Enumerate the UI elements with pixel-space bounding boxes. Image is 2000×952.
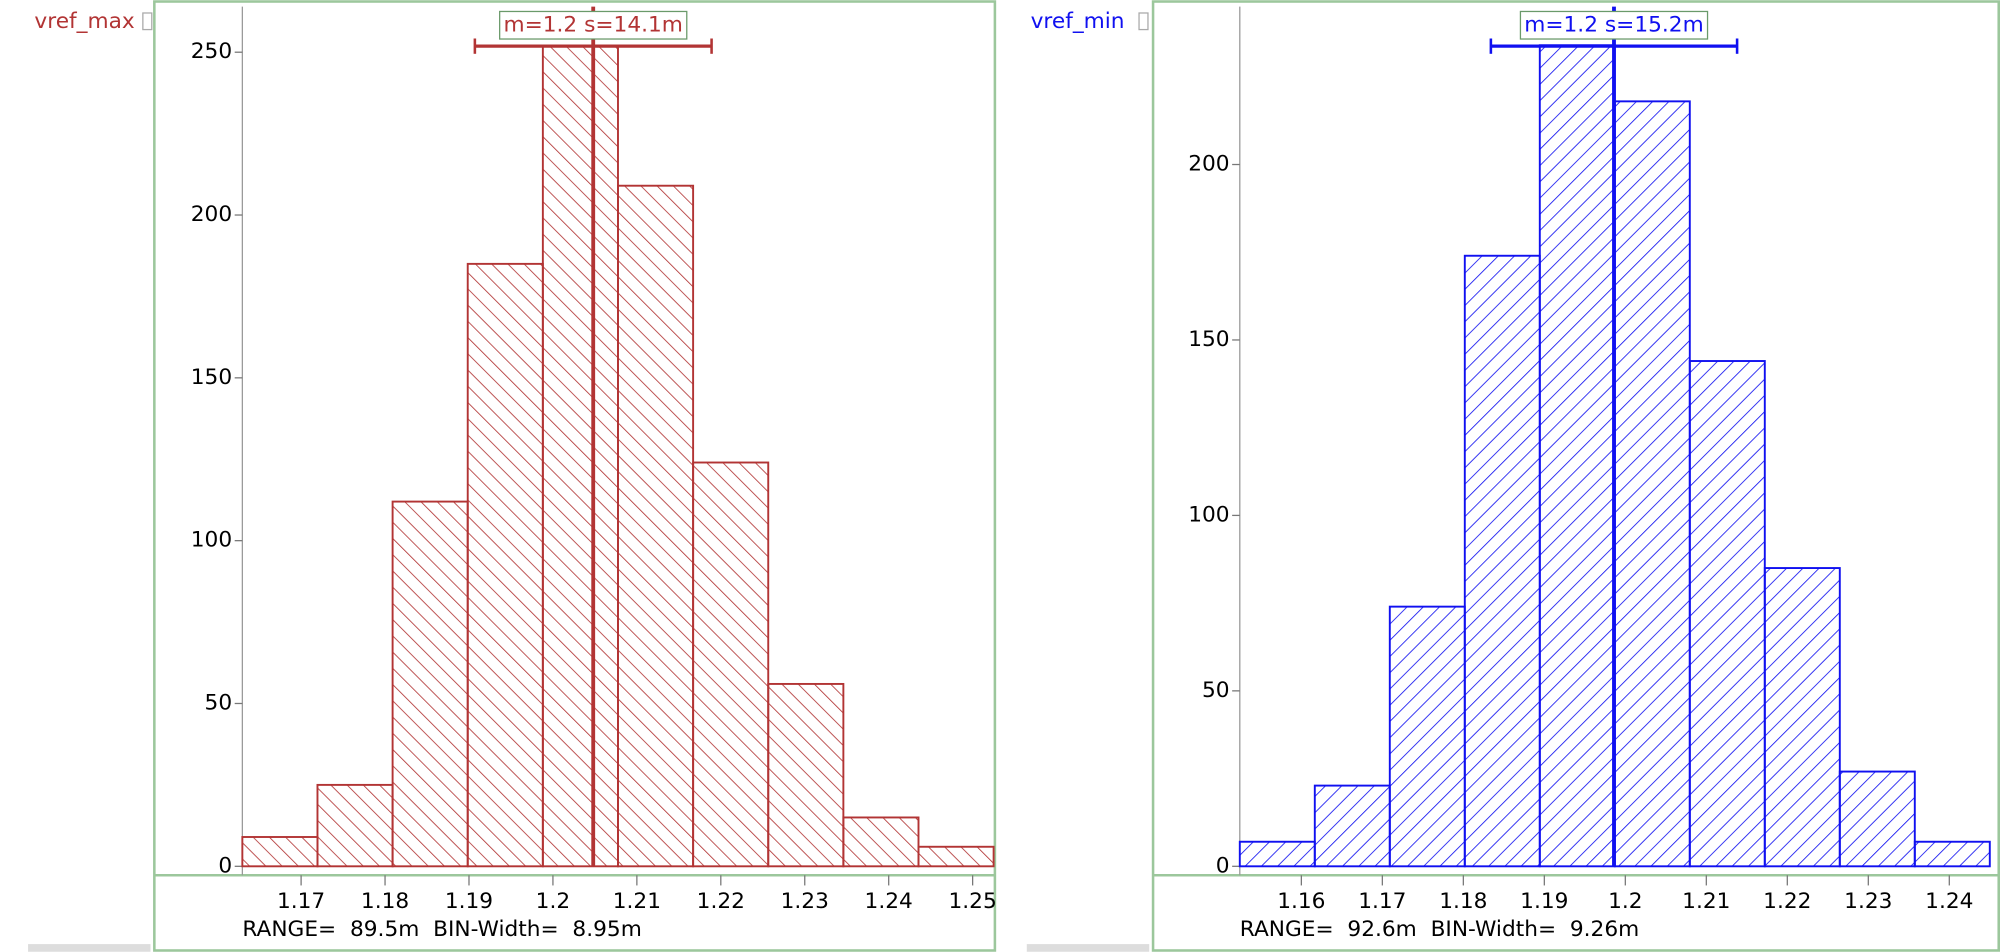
footer: RANGE= 89.5m BIN-Width= 8.95m (242, 917, 641, 942)
bar (316, 783, 394, 868)
x-tick-label: 1.23 (1844, 889, 1892, 914)
stat-box (1519, 10, 1709, 40)
y-tick-label: 150 (191, 365, 232, 390)
scrollbar[interactable] (1026, 944, 1150, 952)
x-tick-label: 1.22 (1763, 889, 1811, 914)
bar (241, 836, 319, 868)
bar (1763, 567, 1841, 868)
x-tick-label: 1.2 (1608, 889, 1642, 914)
bar (617, 184, 695, 868)
bar (1538, 44, 1616, 868)
y-tick-label: 200 (191, 202, 232, 227)
bar (1688, 360, 1766, 868)
bar (1913, 840, 1991, 868)
y-tick-label: 0 (218, 853, 232, 878)
bar (1388, 605, 1466, 868)
series-name: vref_min (1031, 9, 1125, 34)
x-tick-label: 1.19 (1520, 889, 1568, 914)
x-tick-label: 1.25 (949, 889, 997, 914)
y-tick-label: 250 (191, 39, 232, 64)
y-tick-label: 50 (1202, 678, 1230, 703)
bar (1238, 840, 1316, 868)
panel-frames (153, 0, 2000, 952)
x-tick-label: 1.17 (1358, 889, 1406, 914)
x-tick-label: 1.21 (613, 889, 661, 914)
bar (1838, 770, 1916, 868)
x-tick-label: 1.2 (536, 889, 570, 914)
x-tick-label: 1.22 (697, 889, 745, 914)
x-tick-label: 1.19 (445, 889, 493, 914)
bar (466, 262, 544, 868)
x-tick-label: 1.18 (361, 889, 409, 914)
series-name: vref_max (34, 9, 134, 34)
x-tick-label: 1.18 (1439, 889, 1487, 914)
x-tick-label: 1.21 (1682, 889, 1730, 914)
bar (541, 44, 619, 868)
y-tick-label: 0 (1216, 853, 1230, 878)
x-tick-label: 1.17 (277, 889, 325, 914)
x-tick-label: 1.16 (1277, 889, 1325, 914)
stat-label: m=1.2 s=15.2m (1524, 13, 1703, 38)
bar (767, 682, 845, 868)
y-tick-label: 50 (205, 690, 233, 715)
bar (692, 461, 770, 868)
bar (1613, 100, 1691, 868)
scrollbar[interactable] (28, 944, 151, 952)
x-tick-label: 1.24 (865, 889, 913, 914)
y-tick-label: 200 (1188, 152, 1229, 177)
bar (391, 500, 469, 868)
icon (1138, 12, 1149, 31)
footer: RANGE= 92.6m BIN-Width= 9.26m (1240, 917, 1639, 942)
bar (917, 845, 995, 868)
bar (1463, 254, 1541, 868)
y-tick-label: 100 (191, 528, 232, 553)
y-tick-label: 150 (1188, 327, 1229, 352)
x-tick-label: 1.23 (781, 889, 829, 914)
bar (1313, 784, 1391, 868)
icon (142, 12, 153, 31)
stat-label: m=1.2 s=14.1m (503, 13, 682, 38)
x-tick-label: 1.24 (1925, 889, 1973, 914)
y-tick-label: 100 (1188, 502, 1229, 527)
bar (842, 816, 920, 868)
stat-box (499, 10, 688, 40)
